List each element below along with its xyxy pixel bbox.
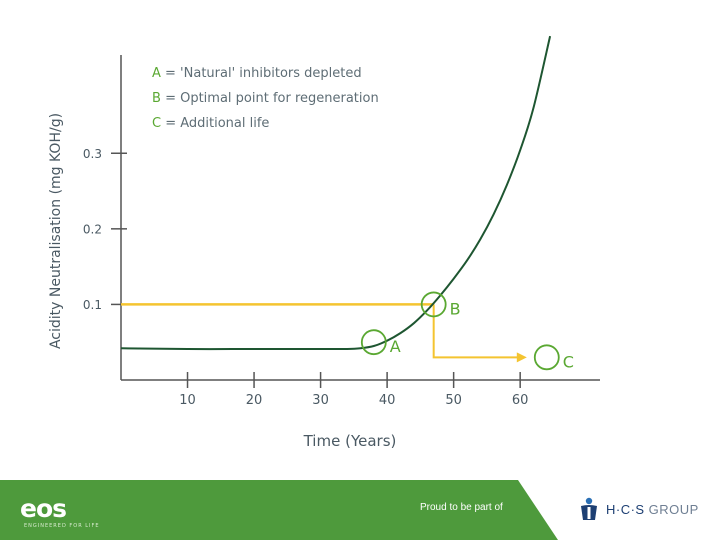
marker-label-a: A: [390, 337, 401, 356]
acidity-series: [120, 35, 552, 351]
y-tick-label-0.1: 0.1: [83, 298, 102, 312]
legend-text-c: = Additional life: [165, 116, 269, 131]
footer-bar: [0, 480, 720, 540]
x-tick-label-40: 40: [379, 393, 396, 408]
hcs-figure-icon: [581, 497, 597, 520]
marker-label-b: B: [450, 299, 461, 318]
x-tick-label-20: 20: [246, 393, 263, 408]
y-axis-label: Acidity Neutralisation (mg KOH/g): [48, 113, 64, 349]
legend-letter-a: A: [152, 66, 165, 81]
series-line-0: [120, 35, 552, 351]
eos-logo-tagline: ENGINEERED FOR LIFE: [24, 523, 100, 529]
x-tick-label-30: 30: [312, 393, 329, 408]
chart-axes: 10 20 30 40 50 60 0.1 0.2 0.3: [83, 55, 600, 408]
threshold-guides: [121, 303, 527, 363]
x-tick-label-60: 60: [512, 393, 529, 408]
hcs-group-word: GROUP: [648, 501, 699, 517]
hcs-wordmark: H·C·S GROUP: [606, 502, 699, 517]
legend-item-b: B = Optimal point for regeneration: [152, 91, 379, 106]
annotation-markers: A B C: [360, 291, 574, 371]
legend-letter-c: C: [152, 116, 165, 131]
marker-circle-a: [360, 329, 387, 356]
legend-item-c: C = Additional life: [152, 116, 269, 131]
marker-label-c: C: [563, 352, 574, 371]
legend-text-b: = Optimal point for regeneration: [165, 91, 379, 106]
marker-circle-b: [420, 291, 447, 318]
regeneration-drop-line: [432, 304, 519, 359]
eos-logo: eos: [20, 494, 67, 523]
y-tick-label-0.2: 0.2: [83, 222, 102, 236]
additional-life-arrowhead: [516, 352, 527, 363]
hcs-name: H·C·S: [606, 501, 645, 517]
marker-circle-c: [533, 344, 560, 371]
x-tick-label-50: 50: [445, 393, 462, 408]
x-tick-label-10: 10: [179, 393, 196, 408]
proud-tagline: Proud to be part of: [420, 502, 503, 513]
y-tick-label-0.3: 0.3: [83, 147, 102, 161]
footer-green-shape: [0, 480, 558, 540]
legend-item-a: A = 'Natural' inhibitors depleted: [152, 66, 362, 81]
legend-letter-b: B: [152, 91, 165, 106]
hcs-group-logo: H·C·S GROUP: [578, 497, 699, 521]
x-axis-label: Time (Years): [303, 432, 397, 450]
legend-text-a: = 'Natural' inhibitors depleted: [165, 66, 362, 81]
